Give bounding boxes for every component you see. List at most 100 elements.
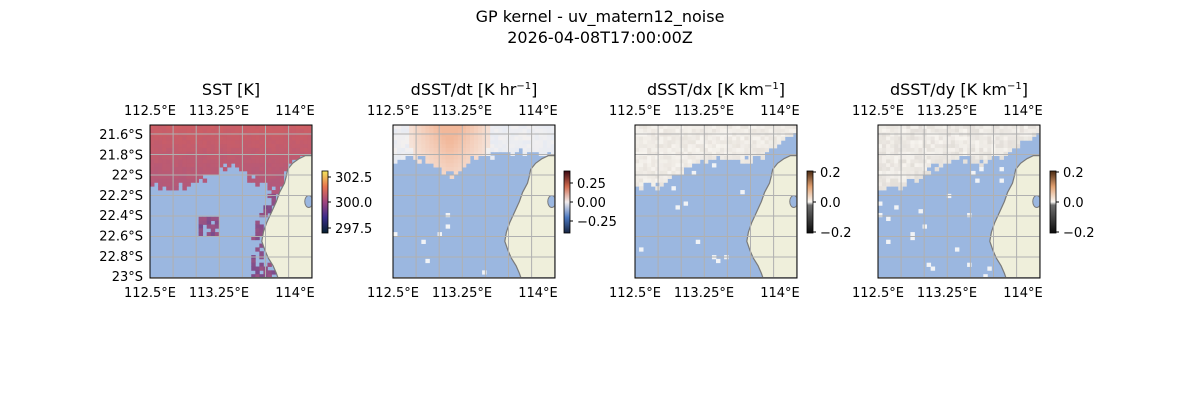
heatmap-cell bbox=[934, 147, 940, 153]
heatmap-cell bbox=[910, 140, 915, 145]
heatmap-cell bbox=[421, 140, 426, 145]
heatmap-cell bbox=[425, 147, 430, 153]
heatmap-cell bbox=[267, 274, 272, 278]
heatmap-cell bbox=[271, 144, 276, 149]
heatmap-cell bbox=[967, 125, 972, 130]
heatmap-cell bbox=[275, 170, 280, 176]
heatmap-cell bbox=[474, 140, 479, 145]
heatmap-cell bbox=[494, 125, 499, 130]
heatmap-cell bbox=[695, 140, 701, 145]
heatmap-cell bbox=[490, 132, 495, 137]
heatmap-cell bbox=[429, 140, 434, 145]
heatmap-cell bbox=[643, 178, 648, 183]
heatmap-cell bbox=[174, 125, 179, 130]
heatmap-cell bbox=[914, 136, 919, 141]
heatmap-cell bbox=[170, 170, 175, 176]
heatmap-cell bbox=[235, 144, 240, 149]
heatmap-cell bbox=[526, 144, 532, 149]
heatmap-cell bbox=[210, 128, 216, 134]
heatmap-cell bbox=[283, 132, 289, 137]
heatmap-cell bbox=[906, 151, 911, 157]
heatmap-cell bbox=[760, 136, 765, 141]
heatmap-cell bbox=[728, 151, 733, 157]
heatmap-cell bbox=[659, 128, 664, 134]
heatmap-cell bbox=[675, 147, 680, 153]
heatmap-cell bbox=[647, 128, 652, 134]
heatmap-cell bbox=[182, 125, 187, 130]
heatmap-cell bbox=[417, 159, 422, 164]
heatmap-cell bbox=[878, 182, 883, 187]
heatmap-cell bbox=[186, 147, 191, 153]
heatmap-cell bbox=[150, 159, 155, 164]
heatmap-cell bbox=[736, 128, 741, 134]
heatmap-cell bbox=[546, 147, 552, 153]
heatmap-cell bbox=[724, 132, 729, 137]
heatmap-cell bbox=[465, 159, 471, 164]
heatmap-cell bbox=[162, 178, 167, 183]
heatmap-cell bbox=[1023, 125, 1029, 130]
heatmap-cell bbox=[655, 163, 660, 168]
heatmap-cell bbox=[247, 155, 252, 160]
heatmap-cell bbox=[675, 167, 680, 172]
heatmap-cell bbox=[635, 140, 640, 145]
heatmap-cell bbox=[764, 144, 770, 149]
heatmap-cell bbox=[178, 147, 183, 153]
heatmap-cell bbox=[299, 144, 305, 149]
heatmap-cell bbox=[206, 132, 212, 137]
heatmap-cell bbox=[303, 151, 309, 157]
heatmap-cell bbox=[1019, 136, 1025, 141]
heatmap-cell bbox=[530, 140, 536, 145]
heatmap-cell bbox=[251, 144, 256, 149]
heatmap-cell bbox=[526, 125, 532, 130]
colorbar-dsst-dy bbox=[1049, 170, 1057, 234]
heatmap-cell bbox=[716, 140, 721, 145]
heatmap-cell bbox=[158, 151, 163, 157]
heatmap-cell bbox=[425, 159, 430, 164]
heatmap-cell bbox=[922, 155, 927, 160]
heatmap-cell bbox=[393, 140, 398, 145]
heatmap-cell bbox=[772, 144, 778, 149]
heatmap-cell bbox=[251, 147, 256, 153]
heatmap-cell bbox=[756, 151, 761, 157]
heatmap-cell bbox=[243, 128, 248, 134]
heatmap-cell bbox=[639, 182, 644, 187]
heatmap-cell bbox=[190, 151, 195, 157]
heatmap-cell bbox=[166, 151, 171, 157]
heatmap-cell bbox=[635, 167, 640, 172]
heatmap-cell bbox=[995, 128, 1000, 134]
heatmap-cell bbox=[417, 140, 422, 145]
heatmap-cell bbox=[898, 132, 903, 137]
heatmap-cell bbox=[198, 232, 204, 237]
heatmap-cell bbox=[226, 151, 232, 157]
heatmap-cell bbox=[707, 140, 713, 145]
map-frame bbox=[149, 124, 313, 279]
heatmap-cell bbox=[267, 270, 272, 275]
heatmap-cell bbox=[283, 155, 289, 160]
heatmap-cell bbox=[780, 132, 786, 137]
heatmap-cell bbox=[1003, 151, 1008, 157]
heatmap-cell bbox=[914, 144, 919, 149]
heatmap-cell bbox=[259, 251, 264, 256]
heatmap-cell bbox=[971, 132, 976, 137]
heatmap-cell bbox=[251, 163, 256, 168]
heatmap-cell bbox=[1019, 128, 1025, 134]
heatmap-cell bbox=[898, 163, 903, 168]
heatmap-cell bbox=[663, 178, 668, 183]
heatmap-cell bbox=[413, 144, 418, 149]
heatmap-cell bbox=[182, 167, 187, 172]
heatmap-cell bbox=[393, 155, 398, 160]
heatmap-cell bbox=[162, 151, 167, 157]
heatmap-cell bbox=[255, 220, 260, 225]
heatmap-cell bbox=[154, 125, 159, 130]
heatmap-cell bbox=[639, 155, 644, 160]
heatmap-cell bbox=[226, 125, 232, 130]
heatmap-cell bbox=[449, 140, 455, 145]
heatmap-cell bbox=[922, 128, 927, 134]
heatmap-cell bbox=[720, 155, 725, 160]
heatmap-cell bbox=[918, 209, 923, 214]
heatmap-cell bbox=[267, 136, 272, 141]
heatmap-cell bbox=[659, 125, 664, 130]
heatmap-cell bbox=[967, 140, 972, 145]
heatmap-cell bbox=[275, 140, 280, 145]
heatmap-cell bbox=[182, 186, 187, 191]
